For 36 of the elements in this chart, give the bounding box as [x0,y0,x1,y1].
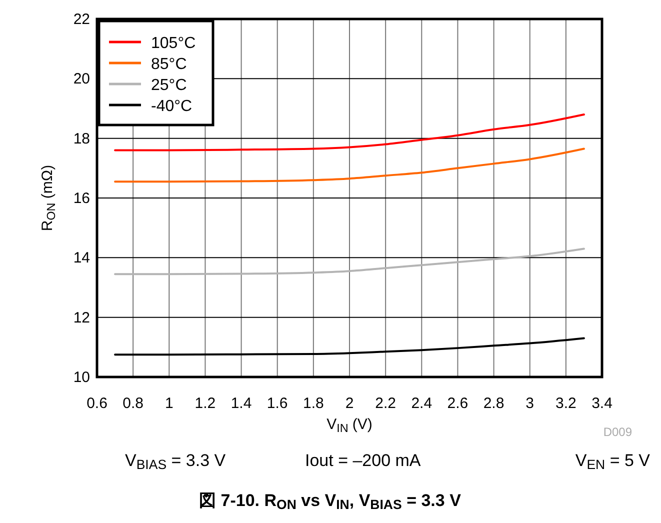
legend-label: 85°C [151,56,187,73]
line-series [114,248,585,276]
y-tick-label: 18 [73,130,90,148]
y-tick-label: 22 [73,11,90,28]
x-tick-label: 2 [345,395,354,412]
y-tick-label: 12 [73,309,90,326]
line-series [114,337,585,356]
y-tick-label: 20 [73,70,90,88]
line-series [114,148,585,183]
text: 図 7-10. R$_{ON}$ vs V$_{IN}$, V$_{BIAS}$ = 3.3 V [199,491,462,512]
x-tick-label: 3 [526,395,534,412]
x-tick-label: 2.8 [483,395,504,412]
x-tick-label: 1.8 [303,395,324,412]
x-tick-label: 1.4 [230,395,252,412]
x-tick-label: 2.2 [375,395,396,412]
x-tick-label: 2.4 [411,395,432,412]
text: V$_{BIAS}$ = 3.3 V [125,451,226,472]
x-tick-label: 3.2 [556,395,576,412]
x-axis-title: V$_{IN}$ (V) [326,416,372,435]
x-tick-label: 3.4 [592,395,612,412]
legend-label: 25°C [151,77,187,94]
line-series [114,113,585,152]
x-tick-label: 0.6 [86,395,108,412]
legend-label: 105°C [151,35,196,52]
text: D009 [603,425,632,439]
x-tick-label: 1 [164,395,174,412]
x-tick-label: 1.6 [266,395,288,412]
legend-label: -40°C [151,98,192,115]
y-tick-label: 14 [73,250,90,267]
x-tick-label: 0.8 [122,395,144,412]
text: Iout = –200 mA [305,451,422,470]
x-tick-label: 1.2 [194,395,216,412]
x-tick-label: 2.6 [447,395,468,412]
text: V$_{EN}$ = 5 V [575,451,651,472]
y-tick-label: 16 [73,190,90,207]
y-tick-label: 10 [73,369,90,386]
